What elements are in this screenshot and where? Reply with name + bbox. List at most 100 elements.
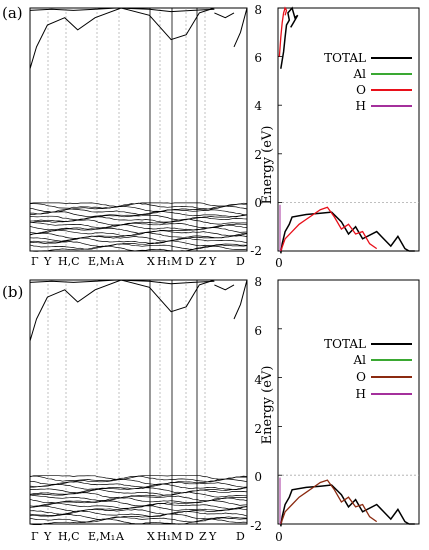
plot-layer-b: [29, 279, 419, 527]
legend-label-total: TOTAL: [324, 51, 366, 65]
legend-label-al: Al: [352, 67, 366, 81]
panel-a: (a) Energy (eV) 0 Γ Y H,C E,M₁ A X H₁ M …: [2, 3, 420, 270]
panel-label-b: (b): [2, 283, 23, 301]
kpath-label: A: [115, 530, 125, 543]
kpath-label: H₁: [157, 255, 171, 268]
valence-band: [29, 491, 248, 499]
kpath-label: H,C: [58, 530, 80, 543]
y-tick-labels-a: 8 6 4 2 0 -2: [250, 3, 262, 258]
kpath-label: Z: [199, 255, 207, 268]
valence-band: [29, 218, 248, 226]
kpath-label: Y: [208, 530, 217, 543]
y-tick-label: 0: [254, 196, 262, 210]
valence-band: [29, 518, 248, 525]
legend-label-h: H: [356, 387, 366, 401]
valence-band: [29, 486, 248, 494]
valence-band: [29, 488, 248, 496]
y-tick-label: 8: [254, 275, 262, 289]
band-frame-a: [29, 7, 248, 252]
y-tick-label: 2: [254, 422, 262, 436]
y-tick-label: 8: [254, 3, 262, 17]
kpath-label: M: [171, 255, 182, 268]
y-tick-label: 2: [254, 148, 262, 162]
dos-curve-o: [278, 6, 288, 57]
kpath-label: H₁: [157, 530, 171, 543]
valence-band: [29, 237, 248, 244]
valence-band: [29, 232, 248, 239]
y-tick-label: 0: [254, 470, 262, 484]
valence-band: [29, 481, 248, 488]
valence-band: [29, 478, 248, 486]
plot-layer-a: [29, 6, 419, 254]
kpath-label: Γ: [31, 255, 39, 268]
kpath-label: Y: [43, 255, 52, 268]
dos-curve-total: [280, 6, 299, 69]
kpath-label: H,C: [58, 255, 80, 268]
conduction-band: [29, 7, 215, 13]
legend-label-o: O: [356, 370, 366, 384]
legend-b: TOTAL Al O H: [324, 337, 412, 401]
kpath-labels-b: Γ Y H,C E,M₁ A X H₁ M D Z Y D: [31, 530, 245, 543]
conduction-band: [29, 279, 215, 285]
valence-band: [29, 510, 248, 517]
valence-band: [29, 202, 248, 208]
valence-band: [29, 214, 248, 221]
kpath-label: D: [185, 530, 194, 543]
kpath-label: D: [236, 530, 245, 543]
legend-label-h: H: [356, 99, 366, 113]
y-axis-label-a: Energy (eV): [260, 126, 275, 205]
legend-a: TOTAL Al O H: [324, 51, 412, 113]
y-tick-label: 6: [254, 324, 262, 338]
kpath-label: Z: [199, 530, 207, 543]
y-tick-label: -2: [250, 244, 262, 258]
valence-band: [29, 505, 248, 512]
kpath-label: E,M₁: [88, 255, 115, 268]
y-tick-label: 4: [254, 99, 262, 113]
y-tick-label: -2: [250, 519, 262, 533]
kpath-label: E,M₁: [88, 530, 115, 543]
kpath-label: M: [171, 530, 182, 543]
conduction-band: [29, 279, 215, 342]
panel-label-a: (a): [2, 4, 23, 22]
legend-label-total: TOTAL: [324, 337, 366, 351]
valence-band: [29, 499, 248, 507]
valence-band: [29, 205, 248, 213]
dos-curve-o: [280, 479, 378, 525]
valence-band: [30, 211, 248, 218]
legend-label-o: O: [356, 83, 366, 97]
valence-band: [29, 229, 248, 237]
panel-b: (b) Energy (eV) 0 Γ Y H,C E,M₁ A X H₁ M …: [2, 275, 420, 544]
dos-frame-a: [277, 7, 420, 252]
valence-band: [29, 235, 248, 242]
kpath-label: D: [185, 255, 194, 268]
y-tick-label: 4: [254, 373, 262, 387]
conduction-band: [233, 7, 248, 48]
legend-label-al: Al: [352, 353, 366, 367]
conduction-band: [29, 7, 215, 69]
conduction-band: [214, 12, 235, 19]
kpath-labels-a: Γ Y H,C E,M₁ A X H₁ M D Z Y D: [31, 255, 245, 268]
kpath-label: Γ: [31, 530, 39, 543]
dos-curve-o: [280, 206, 378, 252]
conduction-band: [233, 279, 248, 320]
valence-band: [30, 202, 248, 210]
kpath-label: A: [115, 255, 125, 268]
valence-band: [29, 245, 248, 252]
valence-band: [29, 475, 248, 483]
valence-band: [29, 513, 248, 520]
y-tick-labels-b: 8 6 4 2 0 -2: [250, 275, 262, 533]
kpath-label: D: [236, 255, 245, 268]
conduction-band: [214, 284, 235, 291]
kpath-label: X: [147, 530, 155, 543]
dos-curve-total: [280, 484, 415, 527]
valence-band: [29, 216, 248, 223]
valence-band: [29, 240, 248, 248]
dos-zero-label-a: 0: [275, 256, 283, 270]
valence-band: [30, 208, 248, 216]
y-tick-label: 6: [254, 51, 262, 65]
kpath-label: Y: [43, 530, 52, 543]
dos-frame-b: [277, 279, 420, 525]
dos-curve-total: [280, 211, 415, 254]
y-axis-label-b: Energy (eV): [260, 366, 275, 445]
